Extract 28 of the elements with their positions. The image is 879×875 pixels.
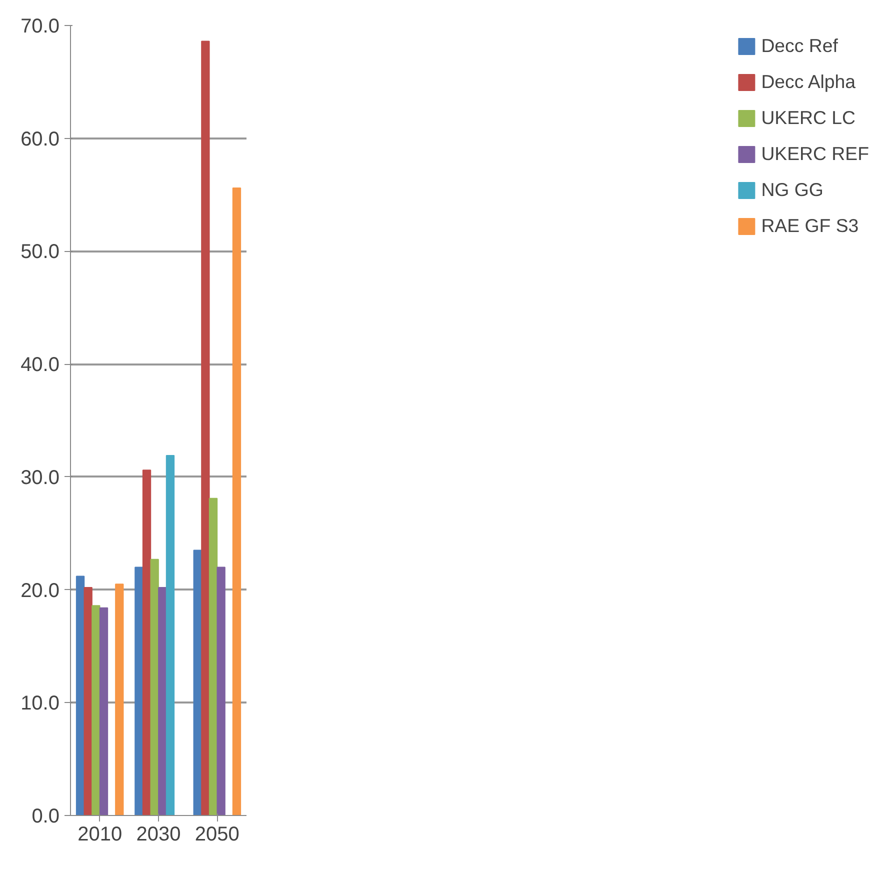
legend-label: UKERC LC xyxy=(761,107,856,129)
bar xyxy=(158,587,167,816)
legend-label: NG GG xyxy=(761,179,824,201)
x-tick-label: 2030 xyxy=(136,824,181,846)
legend-label: Decc Ref xyxy=(761,35,838,57)
y-tick-label: 10.0 xyxy=(20,692,60,715)
y-tick-label: 60.0 xyxy=(20,128,60,150)
legend-label: UKERC REF xyxy=(761,143,869,165)
bar xyxy=(232,188,242,816)
x-tick-label: 2010 xyxy=(78,824,122,846)
bar xyxy=(134,566,144,816)
bar xyxy=(92,605,100,816)
legend-label: Decc Alpha xyxy=(761,71,856,93)
y-tick-label: 0.0 xyxy=(32,806,60,828)
y-tick-label: 50.0 xyxy=(20,241,60,264)
y-tick-label: 30.0 xyxy=(20,466,60,489)
bar xyxy=(115,584,124,816)
bar xyxy=(201,40,210,816)
y-tick-label: 20.0 xyxy=(20,580,60,602)
x-tick-label: 2050 xyxy=(194,824,240,846)
bar xyxy=(142,470,152,816)
legend-label: RAE GF S3 xyxy=(761,215,859,237)
bar xyxy=(166,454,175,816)
bar xyxy=(216,566,226,816)
y-tick-label: 40.0 xyxy=(20,354,60,376)
bar xyxy=(76,576,85,816)
bar xyxy=(99,607,108,816)
y-tick-label: 70.0 xyxy=(20,16,60,38)
